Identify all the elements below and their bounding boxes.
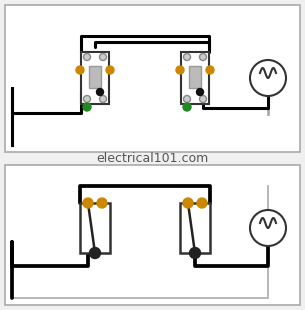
Circle shape [83, 103, 91, 111]
Circle shape [250, 60, 286, 96]
Circle shape [196, 88, 203, 95]
Bar [89, 66, 101, 88]
Bar [5, 5, 300, 152]
Circle shape [197, 198, 207, 208]
Bar [81, 52, 109, 104]
Circle shape [83, 198, 93, 208]
Bar [181, 52, 209, 104]
Circle shape [189, 247, 200, 259]
Bar [5, 165, 300, 305]
Text: electrical101.com: electrical101.com [96, 152, 208, 165]
Circle shape [84, 95, 91, 103]
Circle shape [76, 66, 84, 74]
Circle shape [99, 95, 106, 103]
Circle shape [184, 54, 191, 60]
Circle shape [99, 54, 106, 60]
Circle shape [84, 54, 91, 60]
Bar [189, 66, 201, 88]
Circle shape [250, 210, 286, 246]
Circle shape [106, 66, 114, 74]
Bar [180, 203, 210, 253]
Circle shape [176, 66, 184, 74]
Circle shape [206, 66, 214, 74]
Circle shape [183, 103, 191, 111]
Bar [80, 203, 110, 253]
Circle shape [183, 198, 193, 208]
Circle shape [199, 95, 206, 103]
Circle shape [97, 198, 107, 208]
Circle shape [96, 88, 103, 95]
Circle shape [184, 95, 191, 103]
Circle shape [89, 247, 101, 259]
Circle shape [199, 54, 206, 60]
